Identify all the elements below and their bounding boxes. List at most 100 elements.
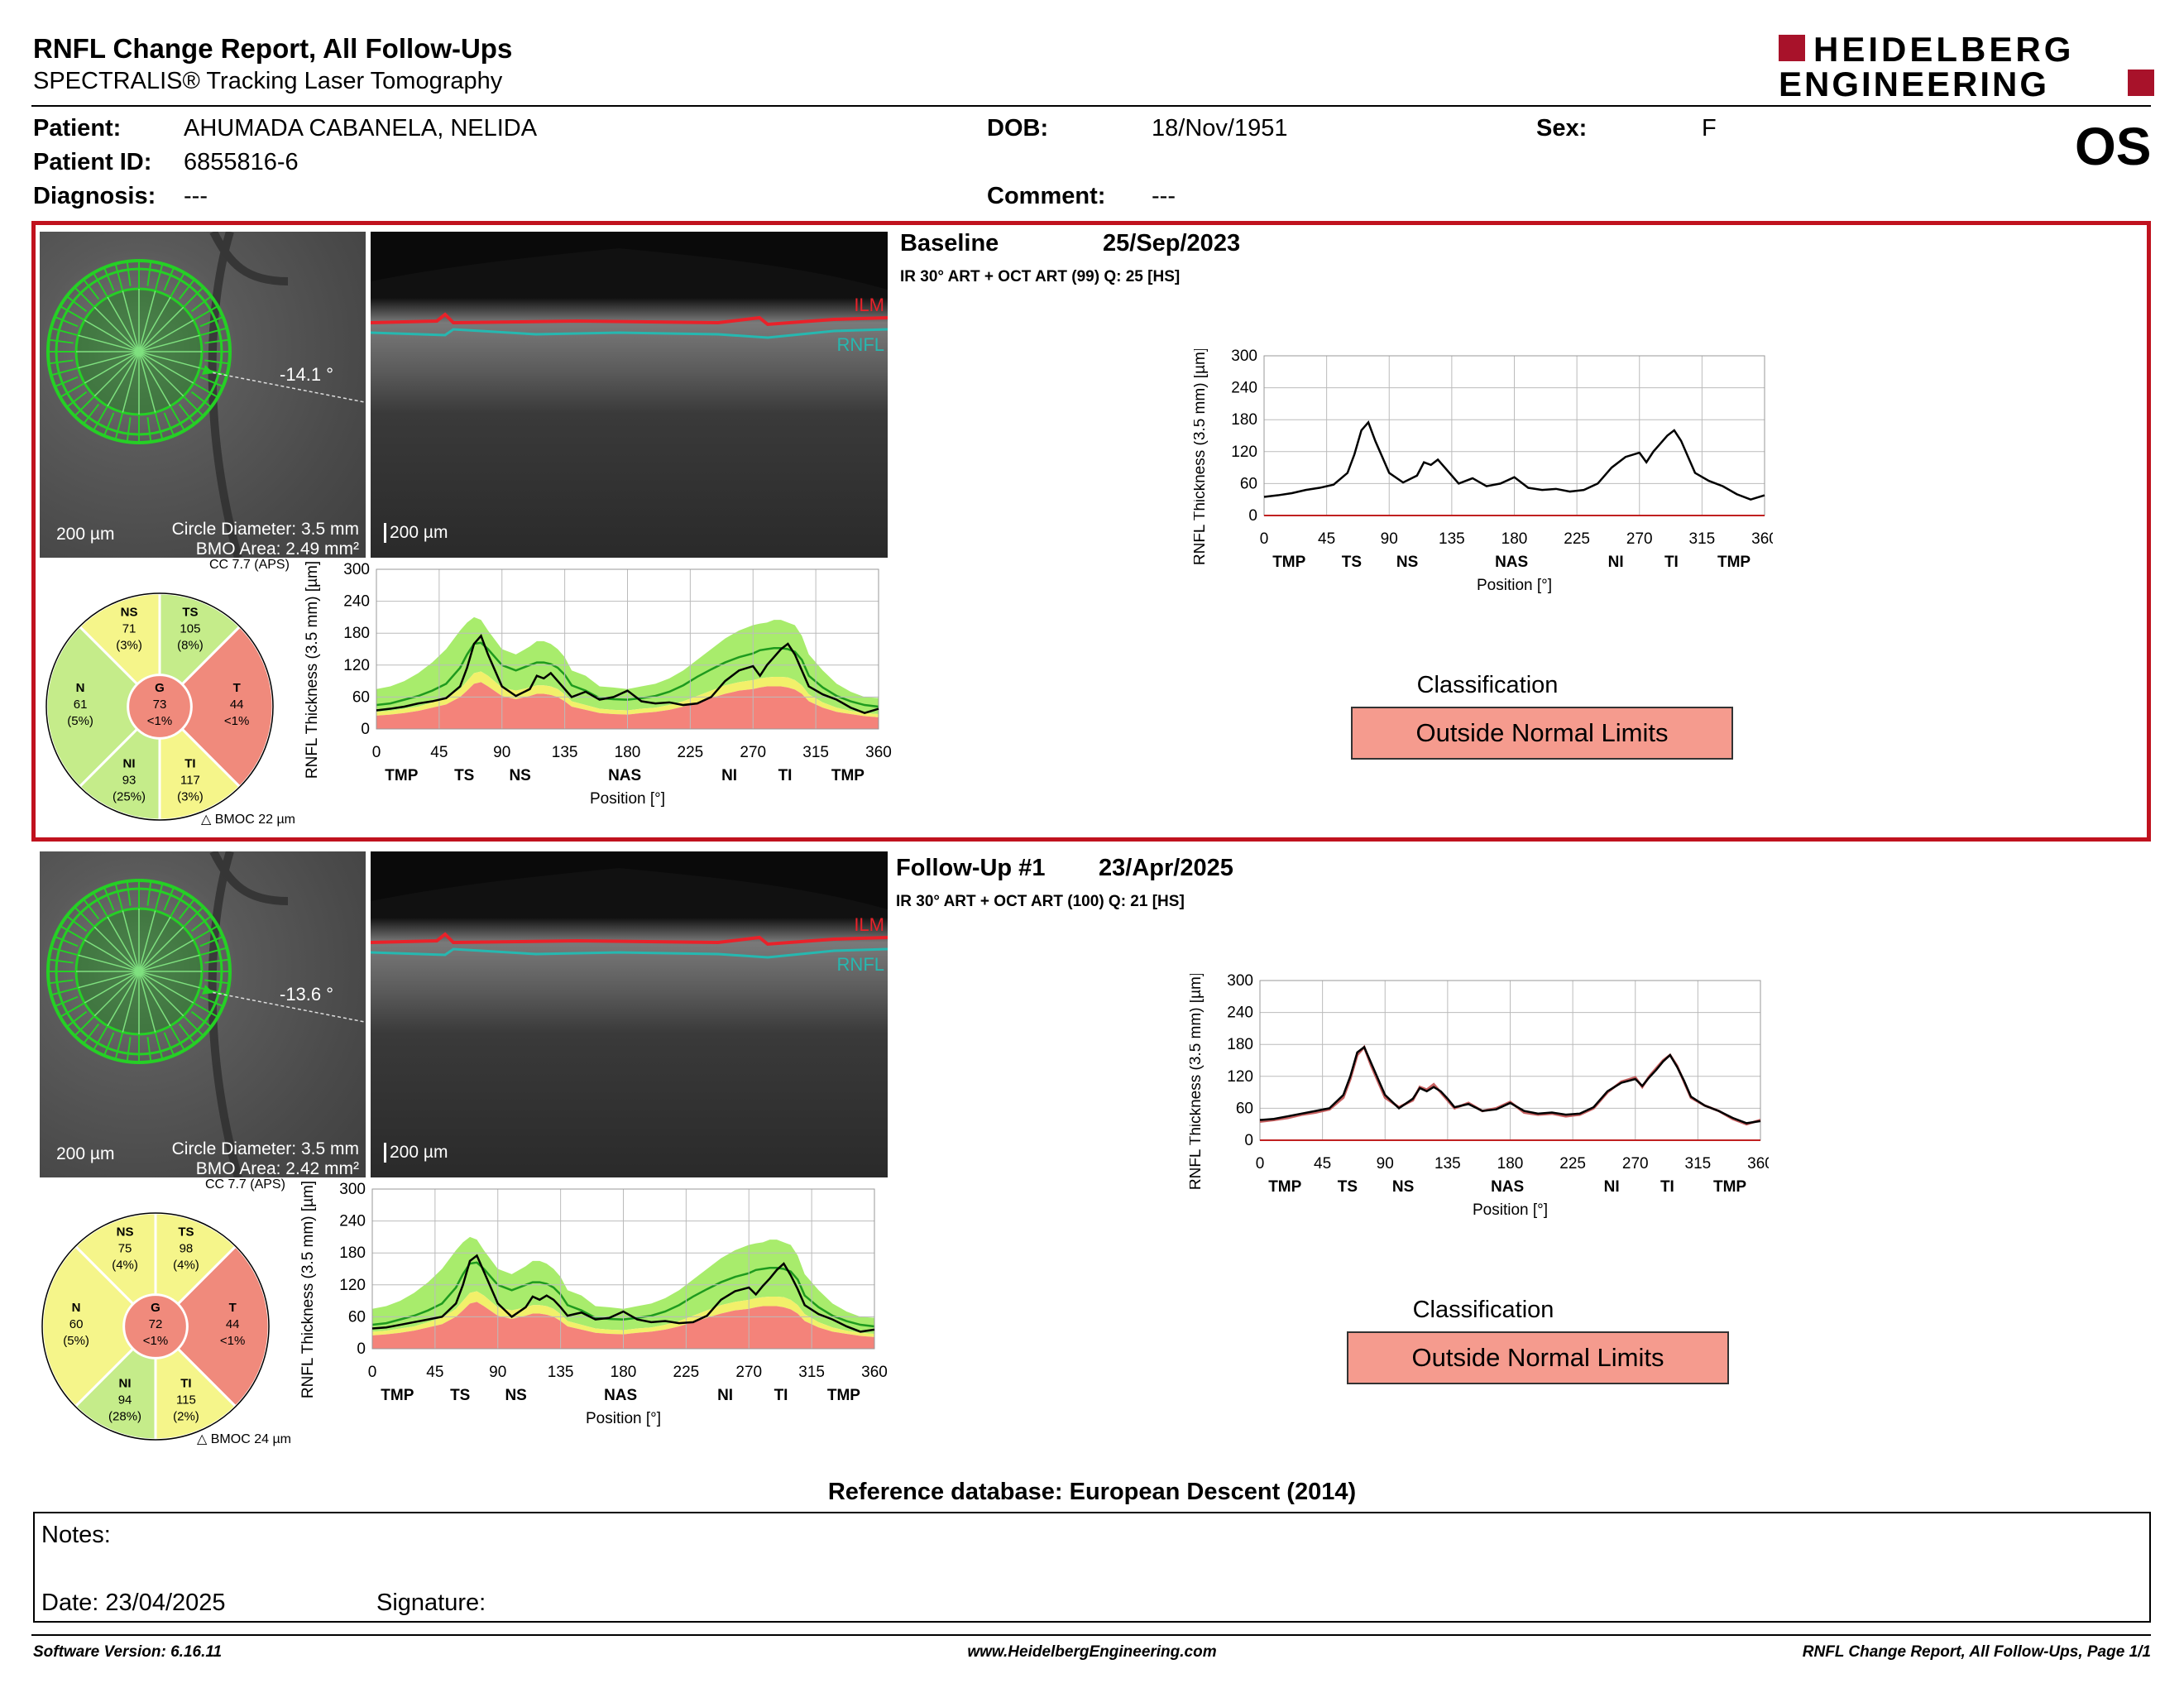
sector-ts-value: 98 xyxy=(180,1242,194,1256)
scan-ray xyxy=(190,391,212,408)
scan-ray xyxy=(54,315,79,328)
sector-ni-value: 94 xyxy=(118,1393,132,1407)
website-link[interactable]: www.HeidelbergEngineering.com xyxy=(967,1643,1217,1661)
sector-tick-label: TI xyxy=(774,1387,788,1404)
start-arrow-icon xyxy=(202,365,213,375)
comment-value: --- xyxy=(1152,183,1176,209)
scan-ray xyxy=(146,261,152,286)
scan-ray xyxy=(170,272,185,298)
scan-ray xyxy=(126,261,132,286)
y-tick-label: 240 xyxy=(1231,380,1257,397)
x-tick-label: 225 xyxy=(1564,530,1590,548)
scan-ray xyxy=(193,382,218,398)
y-tick-label: 180 xyxy=(343,625,370,642)
circle-diameter: Circle Diameter: 3.5 mm xyxy=(171,1139,359,1158)
y-tick-label: 60 xyxy=(352,688,370,706)
scan-ray xyxy=(54,376,79,388)
sector-outline xyxy=(46,592,274,821)
footer-rule xyxy=(31,1634,2151,1636)
rnfl-label: RNFL xyxy=(836,334,884,355)
scan-ray xyxy=(103,266,115,291)
sector-t-name: T xyxy=(233,681,241,695)
scan-ray xyxy=(193,305,218,321)
scan-ray xyxy=(114,1032,124,1060)
scan-ray xyxy=(154,883,164,911)
x-tick-label: 315 xyxy=(1689,530,1716,548)
x-axis-label: Position [°] xyxy=(590,790,665,808)
sector-tick-label: TMP xyxy=(381,1387,414,1404)
scan-ray xyxy=(154,263,164,291)
classification-value: Outside Normal Limits xyxy=(1351,707,1733,760)
scan-ray xyxy=(83,1023,100,1044)
rnfl-thickness-line xyxy=(1259,1045,1761,1125)
sector-n-value: 61 xyxy=(74,698,88,712)
scan-ray xyxy=(48,958,74,964)
scan-ray xyxy=(190,915,212,933)
scan-ray xyxy=(54,995,79,1008)
sector-tick-label: TI xyxy=(778,767,793,784)
x-tick-label: 180 xyxy=(1502,530,1528,548)
exam-date: 25/Sep/2023 xyxy=(1103,230,1241,257)
sector-ts-value: 105 xyxy=(180,622,200,636)
x-tick-label: 270 xyxy=(740,744,766,761)
scan-ray xyxy=(50,327,79,337)
scan-ray xyxy=(183,906,204,928)
heidelberg-logo: HEIDELBERG ENGINEERING xyxy=(1779,30,2159,103)
oct-scale-bar: 200 µm xyxy=(384,523,448,543)
scan-ray xyxy=(60,1002,85,1018)
scan-ray xyxy=(114,883,124,911)
sector-n-pct: (5%) xyxy=(63,1334,89,1348)
sector-tick-label: NAS xyxy=(608,767,641,784)
scan-ray xyxy=(126,417,132,443)
scan-ray xyxy=(74,1015,95,1037)
y-tick-label: 60 xyxy=(348,1308,366,1326)
scan-ray xyxy=(199,327,228,337)
scan-ray xyxy=(114,412,124,440)
sector-g-value: 72 xyxy=(149,1317,163,1331)
oct-scale-bar: 200 µm xyxy=(384,1143,448,1163)
x-tick-label: 225 xyxy=(678,744,704,761)
y-tick-label: 0 xyxy=(1244,1132,1253,1149)
scan-ray xyxy=(48,359,74,365)
x-tick-label: 315 xyxy=(1685,1155,1712,1172)
classification-label: Classification xyxy=(1412,1297,1554,1323)
x-tick-label: 180 xyxy=(1497,1155,1524,1172)
x-tick-label: 225 xyxy=(673,1364,700,1381)
sector-chart: NS 71 (3%) TS 105 (8%) N 61 (5%) T 44 <1% NI 93 (25%) T… xyxy=(45,592,275,822)
ilm-label: ILM xyxy=(854,295,884,315)
notes-label: Notes: xyxy=(41,1522,111,1548)
circle-diameter: Circle Diameter: 3.5 mm xyxy=(171,520,359,539)
sector-n-value: 60 xyxy=(69,1317,84,1331)
sector-n-name: N xyxy=(72,1301,81,1315)
sector-tick-label: TMP xyxy=(1713,1178,1746,1196)
scan-ray xyxy=(60,382,85,398)
x-tick-label: 90 xyxy=(1377,1155,1394,1172)
comment-label: Comment: xyxy=(987,183,1106,209)
cc-value: CC 7.7 (APS) xyxy=(205,1177,285,1192)
onh-scan-circle xyxy=(46,259,366,444)
scan-ray xyxy=(60,305,85,321)
onh-scan-circle xyxy=(46,879,366,1064)
scan-ray xyxy=(114,263,124,291)
scan-ray xyxy=(193,925,218,941)
scan-ray xyxy=(193,1002,218,1018)
y-axis-label: RNFL Thickness (3.5 mm) [µm] xyxy=(299,1181,317,1398)
x-tick-label: 270 xyxy=(1626,530,1653,548)
patient-id: 6855816-6 xyxy=(184,149,299,175)
fovea-angle: -13.6 ° xyxy=(280,984,334,1005)
sector-tick-label: NS xyxy=(1396,554,1418,571)
scan-ray xyxy=(74,906,95,928)
date-label: Date: 23/04/2025 xyxy=(41,1590,226,1616)
bmo-area: BMO Area: 2.49 mm² xyxy=(195,539,359,558)
fundus-scale-bar: 200 µm xyxy=(56,525,115,544)
fundus-scale-bar: 200 µm xyxy=(56,1144,115,1163)
sector-ns-name: NS xyxy=(117,1225,134,1240)
scan-ray xyxy=(163,266,175,291)
x-tick-label: 360 xyxy=(865,744,892,761)
y-axis-label: RNFL Thickness (3.5 mm) [µm] xyxy=(1190,974,1205,1190)
sector-tick-label: TMP xyxy=(831,767,864,784)
scan-ray xyxy=(93,272,108,298)
scan-spoke xyxy=(78,334,200,369)
notes-box[interactable]: Notes: Date: 23/04/2025 Signature: xyxy=(33,1512,2151,1623)
exam-name: Baseline xyxy=(900,230,999,257)
